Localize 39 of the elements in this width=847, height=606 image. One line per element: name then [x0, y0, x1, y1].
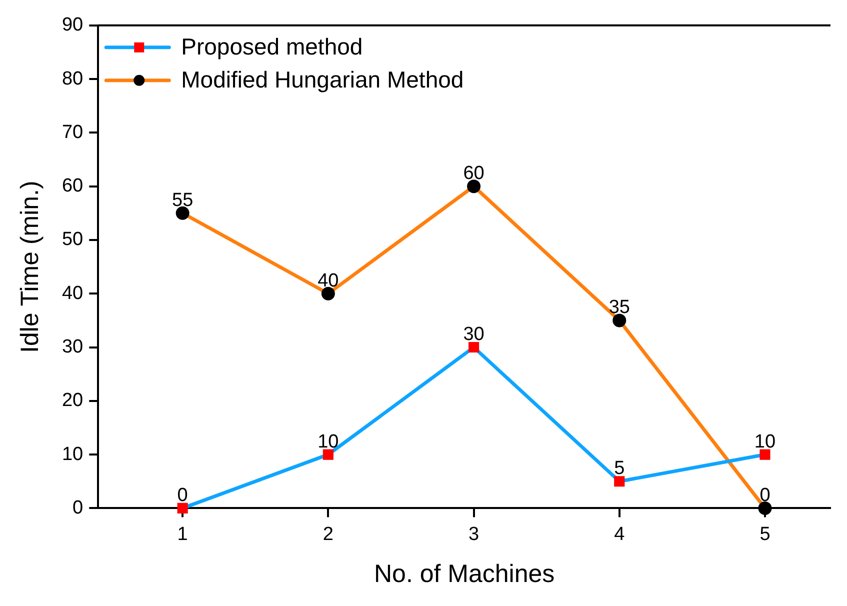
y-tick-label: 80: [62, 68, 84, 90]
x-tick-label: 5: [760, 524, 770, 545]
point: [612, 314, 626, 328]
y-tick-label: 40: [62, 282, 84, 304]
y-tick-label: 60: [62, 176, 84, 197]
x-tick-label: 4: [614, 524, 626, 545]
y-tick-label: 30: [62, 336, 84, 358]
y-axis-title: Idle Time (min.): [16, 180, 44, 353]
y-tick-label: 70: [62, 122, 84, 143]
data-label: 40: [318, 270, 339, 292]
point: [321, 286, 335, 300]
y-tick-label: 10: [62, 444, 84, 465]
data-label: 55: [172, 190, 194, 211]
legend-label: Modified Hungarian Method: [181, 66, 464, 93]
data-label: 5: [614, 458, 625, 480]
data-label: 0: [177, 484, 188, 506]
y-tick-label: 20: [62, 390, 84, 412]
y-tick-label: 0: [72, 497, 84, 518]
x-tick-label: 2: [322, 524, 334, 545]
point: [177, 502, 188, 514]
point: [467, 180, 481, 194]
data-label: 0: [760, 484, 770, 506]
data-label: 10: [754, 431, 776, 452]
data-label: 60: [463, 163, 484, 184]
data-label: 10: [318, 431, 339, 452]
point: [176, 206, 190, 220]
point: [468, 342, 480, 353]
data-label: 30: [463, 324, 484, 345]
legend-label: Proposed method: [181, 34, 363, 60]
x-tick-label: 3: [468, 524, 480, 545]
data-label: 35: [608, 297, 630, 318]
point: [322, 449, 334, 460]
x-axis-title: No. of Machines: [374, 560, 555, 588]
point: [760, 449, 770, 460]
x-tick-label: 1: [177, 524, 188, 545]
y-tick-label: 90: [62, 14, 84, 36]
y-tick-label: 50: [62, 229, 84, 250]
point: [614, 476, 625, 487]
point: [758, 501, 772, 515]
